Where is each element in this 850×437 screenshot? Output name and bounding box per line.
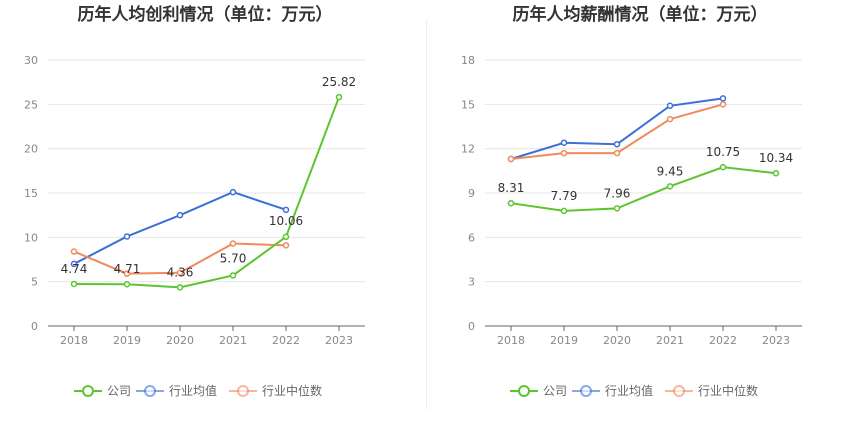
- data-point: [229, 240, 237, 247]
- x-tick-label: 2022: [272, 334, 300, 347]
- chart-title: 历年人均创利情况（单位：万元）: [78, 4, 333, 25]
- data-point: [666, 102, 674, 110]
- data-point: [176, 269, 184, 277]
- legend-marker-icon: [580, 385, 592, 397]
- data-point: [229, 272, 237, 279]
- legend-marker-icon: [518, 385, 530, 397]
- chart-title: 历年人均薪酬情况（单位：万元）: [513, 4, 768, 25]
- y-tick-label: 12: [461, 143, 475, 156]
- data-point: [123, 233, 131, 240]
- legend-label: 行业中位数: [698, 383, 758, 398]
- legend-label: 行业均值: [605, 383, 653, 398]
- legend-label: 行业中位数: [262, 383, 322, 398]
- legend-item[interactable]: 行业均值: [136, 383, 217, 398]
- legend-label: 行业均值: [169, 383, 217, 398]
- data-point: [613, 205, 621, 212]
- data-point: [507, 155, 515, 163]
- data-point: [613, 149, 621, 157]
- data-point: [666, 183, 674, 190]
- series-line-0: [73, 96, 340, 289]
- profit-chart-svg: 历年人均创利情况（单位：万元） 0 5 10 15 20 25 30 2018 2019 2020 2…: [24, 4, 365, 398]
- x-tick-label: 2023: [325, 334, 353, 347]
- legend-marker-icon: [237, 385, 249, 397]
- data-point: [123, 280, 131, 288]
- y-tick-label: 30: [24, 54, 38, 67]
- data-point: [229, 188, 237, 196]
- legend-marker-icon: [144, 385, 156, 397]
- data-label: 10.34: [759, 151, 793, 165]
- data-point: [282, 242, 290, 249]
- panel-divider: [426, 20, 427, 410]
- data-label: 7.96: [604, 186, 631, 200]
- x-tick-label: 2019: [113, 334, 141, 347]
- y-tick-label: 5: [31, 276, 38, 289]
- data-point: [282, 206, 290, 214]
- data-point: [666, 115, 674, 123]
- chart-group: 历年人均创利情况（单位：万元） 0 5 10 15 20 25 30 2018 2019 2020 2…: [24, 4, 365, 398]
- data-point: [70, 280, 78, 288]
- data-point: [70, 260, 78, 268]
- y-tick-label: 20: [24, 143, 38, 156]
- legend-label: 公司: [107, 384, 131, 398]
- data-label: 8.31: [498, 181, 525, 195]
- series-line-0: [510, 166, 777, 212]
- x-tick-label: 2020: [166, 334, 194, 347]
- y-tick-label: 0: [468, 320, 475, 333]
- x-tick-label: 2018: [60, 334, 88, 347]
- data-point: [70, 248, 78, 255]
- legend-item[interactable]: 公司: [74, 384, 131, 398]
- legend-marker-icon: [82, 385, 94, 397]
- data-point: [560, 139, 568, 147]
- legend-label: 公司: [543, 384, 567, 398]
- y-tick-label: 10: [24, 231, 38, 244]
- data-label: 10.06: [269, 214, 303, 228]
- x-tick-label: 2023: [762, 334, 790, 347]
- data-label: 4.36: [167, 265, 194, 279]
- chart-group: 历年人均薪酬情况（单位：万元） 0 3 6 9 12 15 18 2018 2019 2020 202…: [461, 4, 802, 398]
- legend-marker-icon: [673, 385, 685, 397]
- series-line-1: [73, 191, 287, 265]
- y-tick-label: 9: [468, 187, 475, 200]
- y-tick-label: 18: [461, 54, 475, 67]
- data-point: [719, 95, 727, 102]
- x-tick-label: 2021: [656, 334, 684, 347]
- data-point: [719, 101, 727, 108]
- legend-item[interactable]: 公司: [510, 384, 567, 398]
- data-point: [176, 211, 184, 219]
- salary-chart-svg: 历年人均薪酬情况（单位：万元） 0 3 6 9 12 15 18 2018 2019 2020 202…: [461, 4, 802, 398]
- x-tick-label: 2021: [219, 334, 247, 347]
- data-point: [772, 169, 780, 177]
- x-tick-label: 2022: [709, 334, 737, 347]
- y-tick-label: 15: [461, 98, 475, 111]
- legend-item[interactable]: 行业均值: [572, 383, 653, 398]
- data-point: [560, 207, 568, 215]
- data-point: [560, 149, 568, 157]
- data-point: [613, 140, 621, 148]
- x-tick-label: 2020: [603, 334, 631, 347]
- data-label: 10.75: [706, 145, 740, 159]
- data-point: [507, 199, 515, 207]
- legend-item[interactable]: 行业中位数: [229, 383, 322, 398]
- data-point: [123, 270, 131, 277]
- data-label: 9.45: [657, 164, 684, 178]
- y-tick-label: 25: [24, 98, 38, 111]
- y-tick-label: 6: [468, 231, 475, 244]
- data-point: [719, 163, 727, 171]
- data-label: 25.82: [322, 75, 356, 89]
- data-label: 7.79: [551, 189, 578, 203]
- data-label: 4.71: [114, 262, 141, 276]
- data-point: [282, 233, 290, 241]
- legend-item[interactable]: 行业中位数: [665, 383, 758, 398]
- y-tick-label: 15: [24, 187, 38, 200]
- profit-per-capita-chart: 历年人均创利情况（单位：万元） 0 5 10 15 20 25 30 2018 2019 2020 2…: [24, 4, 365, 398]
- data-label: 4.74: [61, 262, 88, 276]
- salary-per-capita-chart: 历年人均薪酬情况（单位：万元） 0 3 6 9 12 15 18 2018 2019 2020 202…: [425, 0, 850, 437]
- x-tick-label: 2019: [550, 334, 578, 347]
- x-tick-label: 2018: [497, 334, 525, 347]
- y-tick-label: 0: [31, 320, 38, 333]
- data-point: [335, 93, 343, 101]
- data-label: 5.70: [220, 251, 247, 265]
- data-point: [176, 284, 184, 291]
- y-tick-label: 3: [468, 276, 475, 289]
